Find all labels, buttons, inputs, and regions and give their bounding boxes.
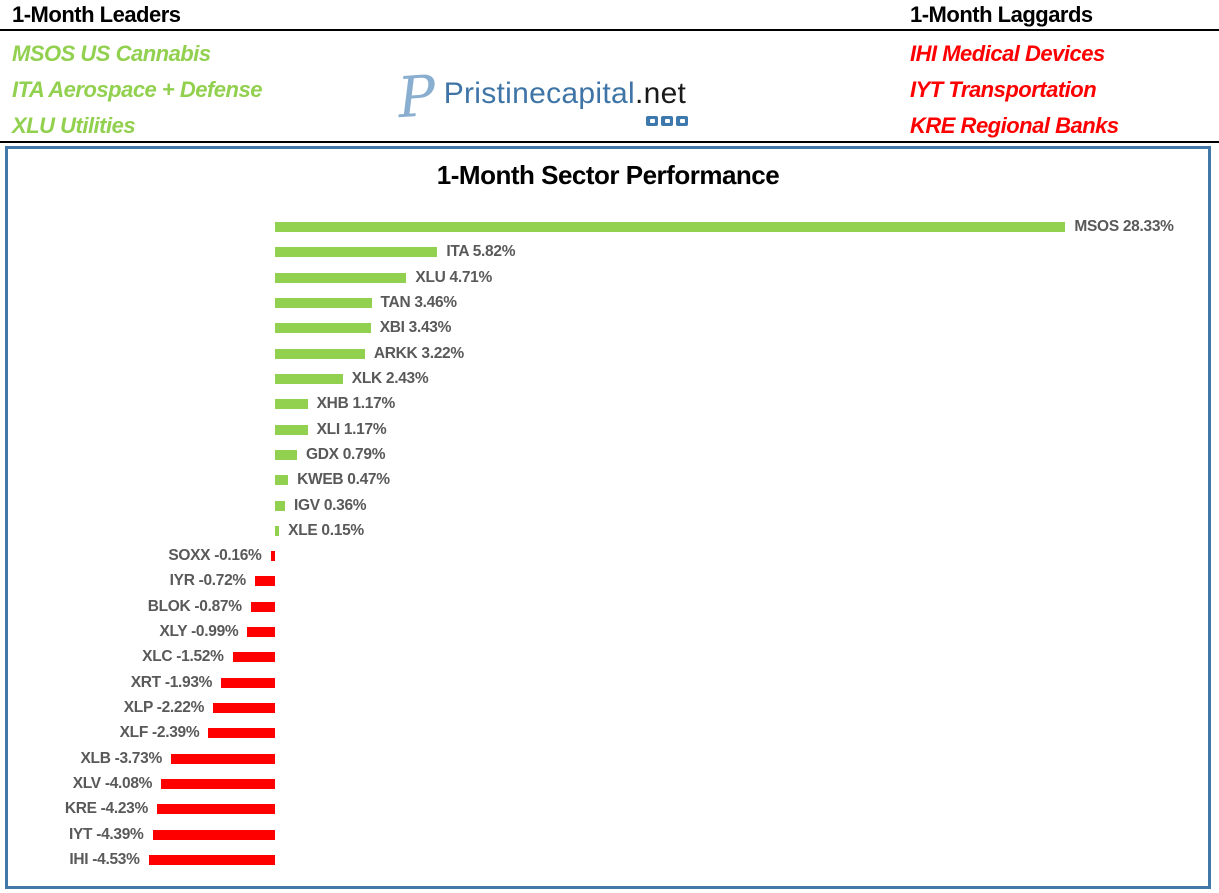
bar-label-xhb: XHB 1.17% [316, 395, 396, 413]
leaders-list: MSOS US Cannabis ITA Aerospace + Defense… [12, 36, 262, 144]
chart-title: 1-Month Sector Performance [436, 160, 780, 190]
bar-ihi [148, 855, 275, 865]
bar-msos [275, 222, 1066, 232]
bar-xle [275, 525, 280, 536]
bar-label-iyt: IYT -4.39% [69, 825, 144, 843]
laggard-item: IYT Transportation [910, 77, 1097, 102]
bars-area: MSOS 28.33% ITA 5.82% XLU 4.71% TAN 3.46% XB… [8, 149, 1208, 886]
bar-label-gdx: GDX 0.79% [306, 445, 386, 463]
bar-iyr [254, 576, 275, 587]
bar-iyt [152, 829, 275, 840]
leader-item: ITA Aerospace + Defense [12, 77, 262, 102]
bar-label-blok: BLOK -0.87% [147, 597, 242, 615]
bar-label-xlu: XLU 4.71% [415, 268, 492, 286]
bar-label-xlc: XLC -1.52% [142, 648, 224, 666]
bar-xlc [232, 652, 275, 663]
bar-label-xlv: XLV -4.08% [72, 775, 153, 793]
bar-label-ita: ITA 5.82% [446, 243, 516, 261]
logo-name: Pristinecapital [443, 77, 635, 110]
bar-label-soxx: SOXX -0.16% [168, 547, 262, 565]
discord-icon[interactable] [661, 116, 674, 126]
bar-label-xle: XLE 0.15% [288, 521, 364, 539]
bar-xlk [275, 373, 343, 384]
logo-monogram-icon: P [395, 63, 438, 132]
bar-label-tan: TAN 3.46% [380, 293, 458, 311]
bar-xly [247, 627, 275, 638]
bar-label-xly: XLY -0.99% [159, 623, 239, 641]
bar-label-xrt: XRT -1.93% [130, 673, 213, 691]
header-divider [0, 141, 1219, 143]
leader-item: XLU Utilities [12, 113, 136, 138]
leaders-heading: 1-Month Leaders [12, 2, 181, 27]
bar-kweb [275, 475, 289, 486]
bar-xlv [161, 779, 275, 790]
logo-text: Pristinecapital.net [444, 77, 687, 111]
header-heading-row: 1-Month Leaders 1-Month Laggards [0, 0, 1219, 31]
logo-tld: .net [634, 77, 687, 110]
bar-ita [275, 247, 438, 258]
bar-label-xbi: XBI 3.43% [379, 319, 452, 337]
tv-icon[interactable] [676, 116, 689, 126]
bar-label-xli: XLI 1.17% [316, 420, 387, 438]
sector-performance-chart: 1-Month Sector Performance MSOS 28.33% IT… [5, 146, 1211, 889]
bar-label-xlb: XLB -3.73% [80, 749, 163, 767]
bar-label-xlf: XLF -2.39% [119, 724, 200, 742]
bar-label-kre: KRE -4.23% [64, 800, 148, 818]
bar-xlu [275, 272, 407, 283]
bar-soxx [270, 551, 275, 562]
bar-tan [275, 297, 372, 308]
bar-label-kweb: KWEB 0.47% [297, 471, 390, 489]
laggards-heading: 1-Month Laggards [910, 2, 1093, 27]
bar-xhb [275, 399, 308, 410]
bar-xrt [221, 677, 275, 688]
bar-gdx [275, 449, 298, 460]
header: 1-Month Leaders 1-Month Laggards MSOS US… [0, 0, 1219, 145]
stream-icon[interactable] [646, 116, 659, 126]
bar-igv [275, 500, 286, 511]
bar-label-arkk: ARKK 3.22% [373, 344, 464, 362]
logo: P Pristinecapital.net [395, 62, 689, 134]
bar-label-msos: MSOS 28.33% [1074, 218, 1174, 235]
bar-xlf [208, 728, 275, 739]
bar-label-ihi: IHI -4.53% [69, 851, 140, 868]
leader-item: MSOS US Cannabis [12, 41, 211, 66]
bar-arkk [275, 348, 365, 359]
bar-label-igv: IGV 0.36% [294, 496, 367, 514]
bar-xlb [170, 753, 275, 764]
bar-label-xlk: XLK 2.43% [351, 369, 429, 387]
laggards-list: IHI Medical Devices IYT Transportation K… [910, 36, 1119, 144]
bar-kre [156, 804, 275, 815]
laggard-item: KRE Regional Banks [910, 113, 1119, 138]
bar-blok [250, 601, 275, 612]
bar-label-xlp: XLP -2.22% [123, 699, 205, 717]
laggard-item: IHI Medical Devices [910, 41, 1105, 66]
bar-xli [275, 424, 308, 435]
bar-label-iyr: IYR -0.72% [169, 572, 247, 590]
bar-xbi [275, 323, 371, 334]
bar-xlp [213, 703, 275, 714]
logo-social-icons [646, 116, 689, 126]
